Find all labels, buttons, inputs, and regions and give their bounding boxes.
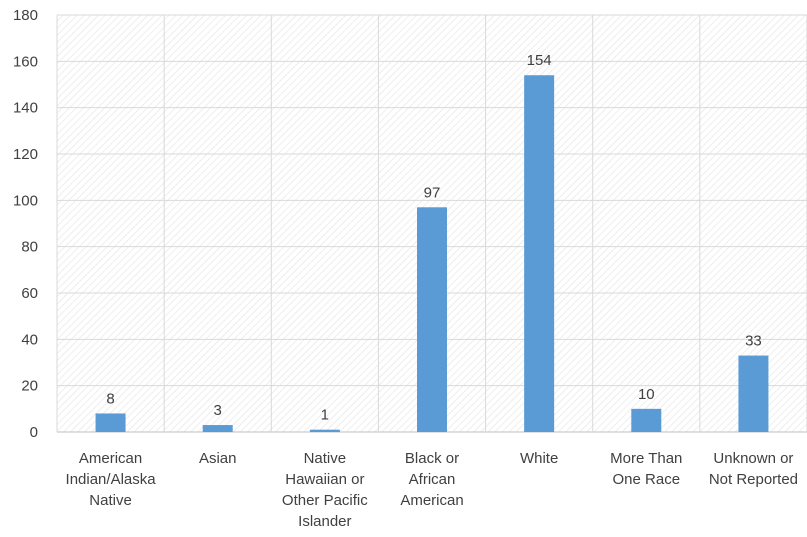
category-label-line: Black or <box>405 450 459 467</box>
data-label: 154 <box>527 52 552 69</box>
data-label: 3 <box>214 402 222 419</box>
category-label-line: Native <box>89 492 132 509</box>
category-label: American Indian/Alaska Native <box>66 450 157 509</box>
y-tick-label: 20 <box>21 378 38 395</box>
category-label: White <box>520 450 558 467</box>
category-label-line: Islander <box>298 513 351 530</box>
category-label-line: Native <box>304 450 347 467</box>
bar <box>524 75 555 432</box>
y-tick-label: 40 <box>21 331 38 348</box>
category-label-line: African <box>409 471 456 488</box>
category-label-line: Indian/Alaska <box>66 471 157 488</box>
y-tick-label: 120 <box>13 146 38 163</box>
category-label-line: Unknown or <box>713 450 793 467</box>
y-tick-label: 0 <box>30 424 38 441</box>
y-tick-label: 100 <box>13 192 38 209</box>
category-label-line: American <box>79 450 142 467</box>
category-label: Unknown or Not Reported <box>709 450 798 488</box>
category-label-line: Other Pacific <box>282 492 368 509</box>
data-label: 97 <box>424 184 441 201</box>
bar <box>417 207 447 432</box>
category-label: Black or African American <box>400 450 463 509</box>
y-tick-label: 60 <box>21 285 38 302</box>
y-tick-label: 80 <box>21 239 38 256</box>
category-label-line: Not Reported <box>709 471 798 488</box>
bar <box>202 425 233 432</box>
data-label: 8 <box>106 390 114 407</box>
category-label-line: American <box>400 492 463 509</box>
bar <box>631 408 662 432</box>
y-tick-label: 140 <box>13 100 38 117</box>
data-label: 33 <box>745 333 762 350</box>
category-label-line: One Race <box>613 471 681 488</box>
y-tick-label: 180 <box>13 7 38 24</box>
data-label: 1 <box>321 407 329 424</box>
data-label: 10 <box>638 386 655 403</box>
category-label-line: More Than <box>610 450 682 467</box>
category-label-line: Asian <box>199 450 237 467</box>
x-axis-category-labels: American Indian/Alaska Native Asian Native Ha… <box>66 450 798 530</box>
category-label-line: White <box>520 450 558 467</box>
category-label-line: Hawaiian or <box>285 471 364 488</box>
category-label: Native Hawaiian or Other Pacific Islander <box>282 450 368 530</box>
y-axis-tick-labels: 0 20 40 60 80 100 120 140 160 180 <box>13 7 38 441</box>
category-label: More Than One Race <box>610 450 682 488</box>
category-label: Asian <box>199 450 237 467</box>
bar <box>309 429 340 432</box>
bars <box>95 75 769 432</box>
data-labels: 8 3 1 97 154 10 33 <box>106 52 761 423</box>
y-tick-label: 160 <box>13 53 38 70</box>
bar <box>95 413 126 432</box>
bar <box>738 355 769 432</box>
